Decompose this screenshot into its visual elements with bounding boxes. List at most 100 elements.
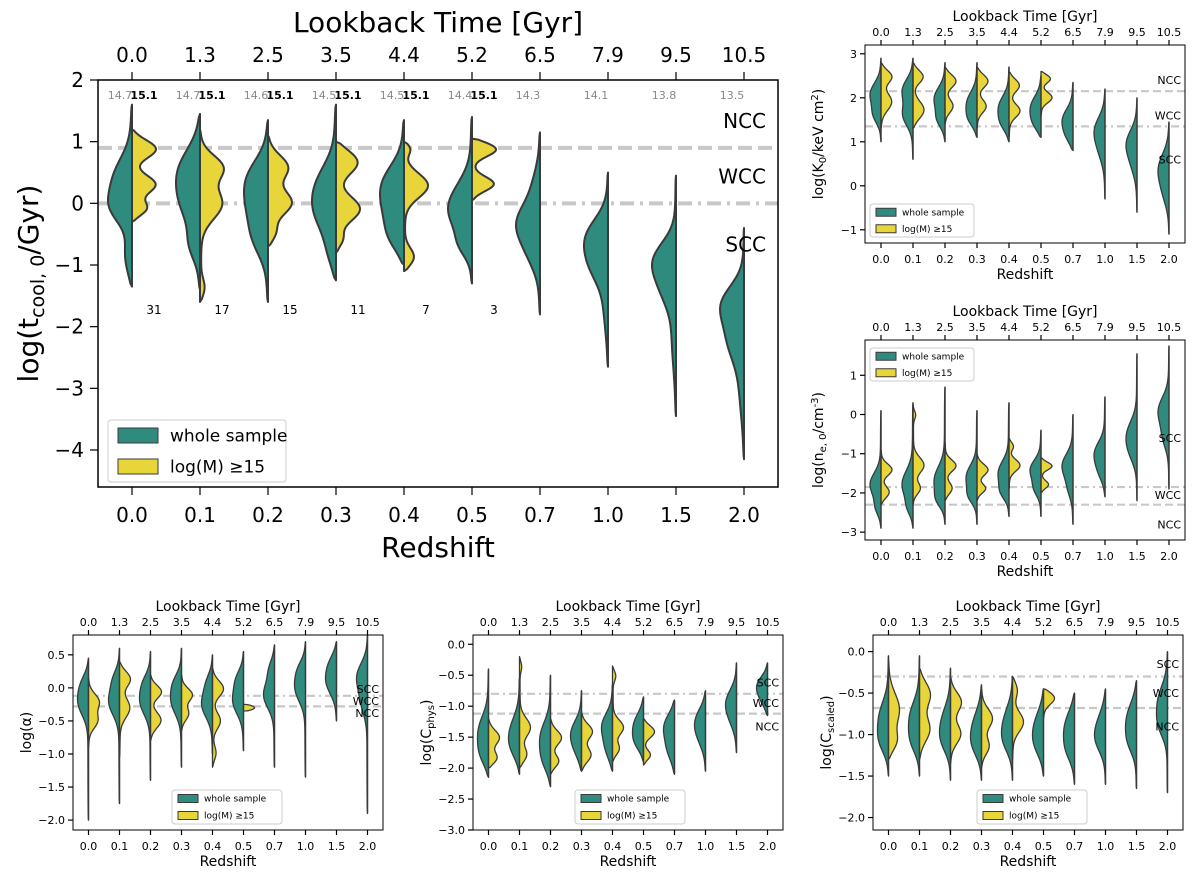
massive-violin <box>211 667 225 768</box>
region-label: WCC <box>1155 489 1182 502</box>
x-tick-label: 0.1 <box>904 253 922 266</box>
top-tick-label: 9.5 <box>1128 26 1146 39</box>
massive-violin <box>887 659 901 761</box>
top-tick-label: 6.5 <box>266 616 284 629</box>
median-mass-label: 14.3 <box>516 89 541 102</box>
whole-sample-violin <box>719 227 745 461</box>
x-tick-label: 0.7 <box>266 840 284 853</box>
y-tick-label: −3 <box>55 376 84 400</box>
top-tick-label: 9.5 <box>660 43 692 67</box>
top-tick-label: 4.4 <box>204 616 222 629</box>
legend-label: whole sample <box>902 352 965 362</box>
median-mass-label: 14.1 <box>584 89 609 102</box>
whole-sample-violin <box>1093 688 1107 786</box>
x-tick-label: 0.3 <box>320 503 352 527</box>
plot-frame <box>72 634 384 831</box>
top-tick-label: 3.5 <box>968 321 986 334</box>
massive-violin <box>944 441 957 502</box>
sample-count: 3 <box>490 303 498 317</box>
y-tick-label: −3.0 <box>438 824 465 837</box>
median-mass-label: 14.7 <box>176 89 201 102</box>
region-label: NCC <box>355 707 379 720</box>
top-axis-label: Lookback Time [Gyr] <box>955 599 1100 615</box>
sample-count: 11 <box>350 303 365 317</box>
massive-violin <box>149 674 163 742</box>
whole-sample-violin <box>997 66 1010 143</box>
plot-frame <box>864 44 1186 244</box>
massive-violin <box>580 711 594 772</box>
top-tick-label: 10.5 <box>1157 321 1182 334</box>
top-tick-label: 3.5 <box>973 616 991 629</box>
sample-count: 7 <box>422 303 430 317</box>
x-tick-label: 1.0 <box>592 503 624 527</box>
y-axis-label-part: /cm <box>811 407 827 433</box>
x-tick-label: 0.7 <box>666 840 684 853</box>
legend-swatch-massive <box>875 224 897 234</box>
y-axis-label-part: /Gyr) <box>12 185 45 255</box>
legend-swatch-whole <box>875 351 897 361</box>
x-tick-label: 1.5 <box>1128 550 1146 563</box>
x-tick-label: 0.1 <box>511 840 529 853</box>
whole-sample-violin <box>965 61 978 139</box>
top-tick-label: 0.0 <box>872 321 890 334</box>
chart-ne0: 1 0 −1 −2 −3 0.0 0.1 0.2 0.3 0.4 0.5 0.7 1.0 1.5 2.0 0.… <box>810 304 1186 580</box>
y-tick-label: 3 <box>850 48 857 61</box>
y-tick-label: 0.0 <box>848 646 866 659</box>
top-tick-label: 1.3 <box>904 26 922 39</box>
y-axis-label-part: ) <box>811 392 827 397</box>
massive-mass-label: 15.1 <box>470 89 497 102</box>
y-axis-label: log(tcool, 0/Gyr) <box>12 185 49 383</box>
y-axis-label: log(Cphys) <box>419 700 437 766</box>
x-tick-label: 0.5 <box>235 840 253 853</box>
x-axis-label: Redshift <box>997 267 1054 283</box>
median-mass-label: 14.4 <box>448 89 473 102</box>
massive-violin <box>1011 675 1025 761</box>
x-tick-label: 1.5 <box>1128 840 1146 853</box>
y-tick-label: −3 <box>841 526 857 539</box>
x-tick-label: 0.4 <box>388 503 420 527</box>
x-tick-label: 0.2 <box>936 550 954 563</box>
top-tick-label: 5.2 <box>635 616 653 629</box>
legend-box <box>976 789 1088 825</box>
region-label: WCC <box>718 165 766 189</box>
massive-violin <box>335 140 361 254</box>
x-tick-label: 0.1 <box>904 550 922 563</box>
massive-mass-label: 15.1 <box>402 89 429 102</box>
x-tick-label: 0.3 <box>173 840 191 853</box>
x-tick-label: 1.0 <box>1096 253 1114 266</box>
x-tick-label: 0.3 <box>968 253 986 266</box>
whole-sample-violin <box>755 662 769 717</box>
x-tick-label: 0.7 <box>1066 840 1084 853</box>
y-tick-label: −1 <box>55 253 84 277</box>
whole-sample-violin <box>901 402 914 529</box>
region-label: SCC <box>725 232 766 256</box>
whole-sample-violin <box>231 650 245 752</box>
y-tick-label: 0 <box>71 191 84 215</box>
massive-violin <box>880 449 893 506</box>
massive-violin <box>549 717 563 775</box>
whole-sample-violin <box>200 654 214 755</box>
region-label: SCC <box>1157 658 1180 671</box>
whole-sample-violin <box>324 640 338 722</box>
whole-sample-violin <box>1093 396 1106 498</box>
top-tick-label: 2.5 <box>936 321 954 334</box>
top-tick-label: 10.5 <box>1157 26 1182 39</box>
top-axis-label: Lookback Time [Gyr] <box>952 304 1097 320</box>
y-tick-label: −2 <box>55 315 84 339</box>
top-tick-label: 1.3 <box>111 616 129 629</box>
legend-swatch-whole <box>177 794 199 803</box>
top-axis-label: Lookback Time [Gyr] <box>293 6 583 39</box>
legend-label: log(M) ≥15 <box>170 458 265 478</box>
top-tick-label: 9.5 <box>1128 321 1146 334</box>
whole-sample-violin <box>175 112 201 291</box>
region-label: WCC <box>1153 687 1180 700</box>
y-axis-label-part: 0 <box>818 157 829 163</box>
massive-violin <box>242 703 256 712</box>
x-axis-label: Redshift <box>381 531 495 564</box>
y-tick-label: −1.0 <box>38 748 65 761</box>
massive-violin <box>912 61 925 130</box>
whole-sample-violin <box>138 650 152 782</box>
legend-swatch-massive <box>580 811 602 820</box>
top-tick-label: 6.5 <box>1064 26 1082 39</box>
top-axis-label: Lookback Time [Gyr] <box>155 599 300 615</box>
